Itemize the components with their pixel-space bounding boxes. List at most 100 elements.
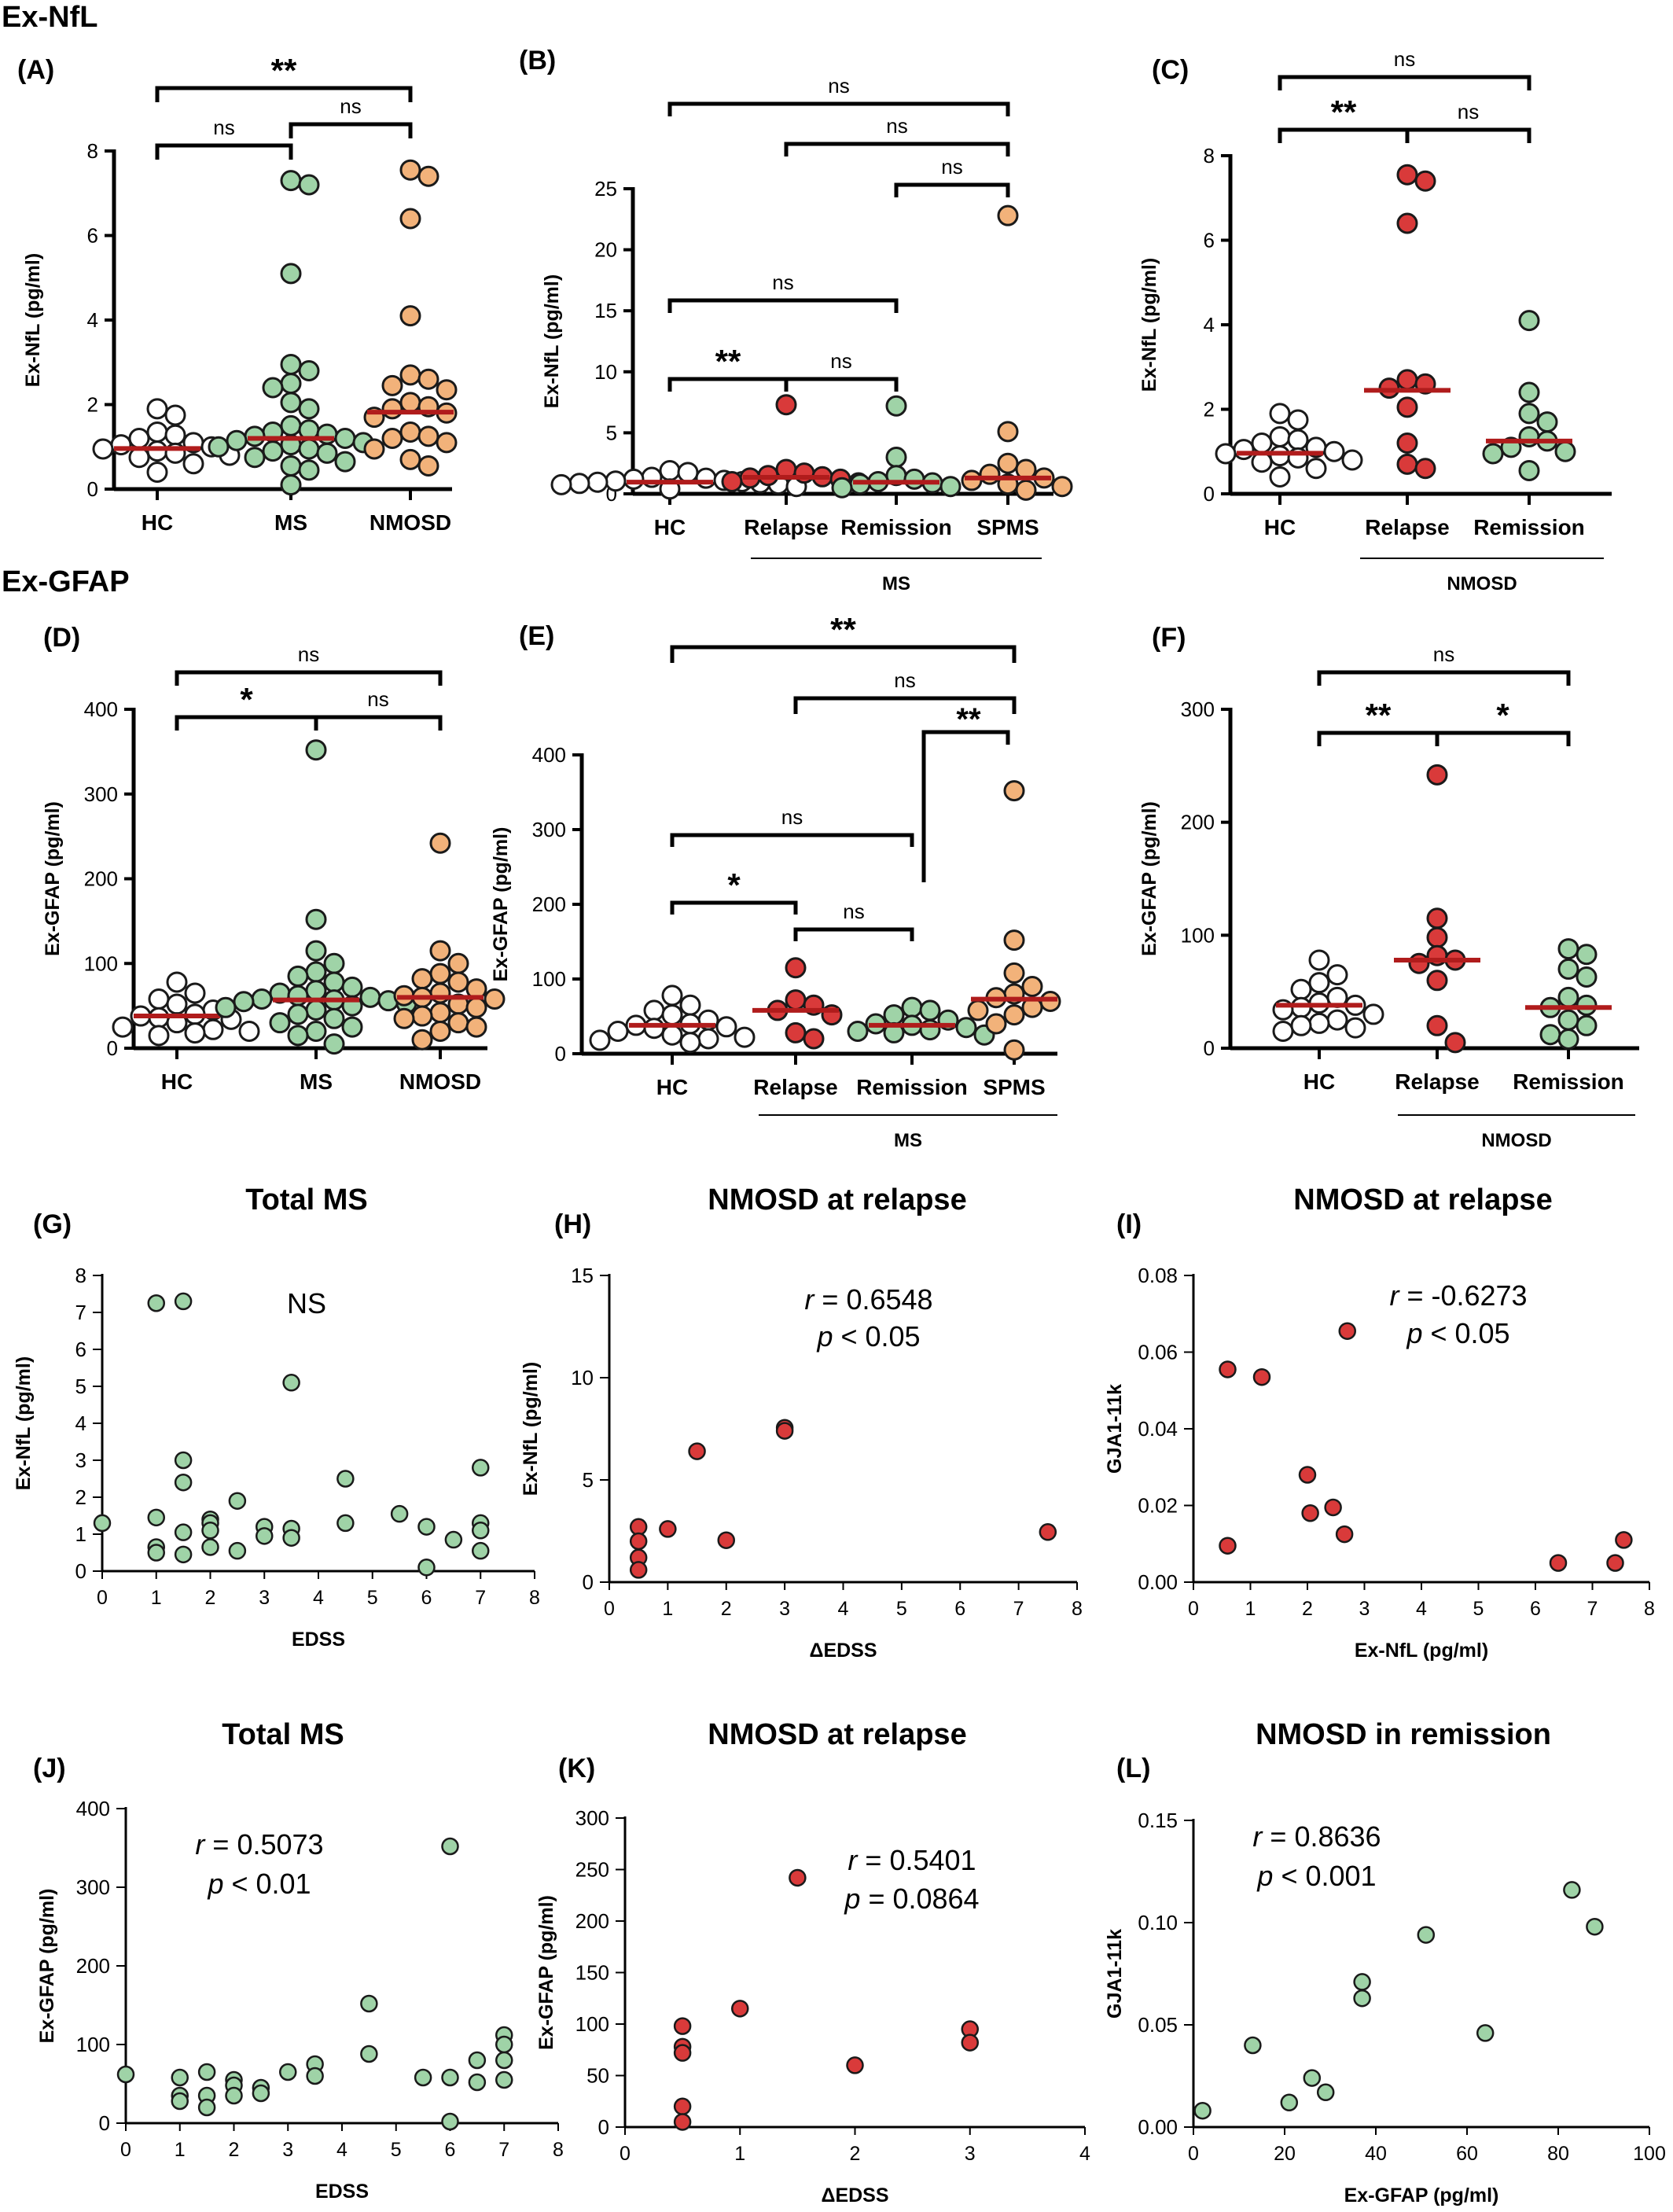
stat-annotation: r = -0.6273 [1389,1279,1527,1312]
data-point [1417,1926,1436,1944]
y-tick-label: 0 [598,2115,609,2139]
data-point [1615,1531,1633,1549]
x-tick-label: HC [142,510,173,535]
x-tick-label: 8 [553,2139,564,2161]
data-point [1549,1554,1568,1572]
data-point [673,2097,692,2116]
y-axis-label: Ex-NfL (pg/ml) [13,1356,35,1490]
panel-k: (K) 0 50 100 150 200 250 300 Ex-GFAP (pg/ml) 0 1 2 3… [535,1718,1090,2206]
data-point [1396,396,1418,418]
data-point [1396,212,1418,234]
data-point [436,432,458,454]
data-point [280,474,302,496]
x-tick-label: 0 [120,2139,131,2161]
data-point [1408,952,1430,974]
data-point [441,1837,459,1856]
data-point [323,952,345,974]
data-point [605,470,627,492]
data-point [417,165,439,187]
stat-annotation: p = 0.0864 [844,1883,979,1915]
y-axis-label: Ex-GFAP (pg/ml) [42,801,64,956]
data-point [226,429,248,451]
data-point [967,999,989,1021]
y-tick-label: 0 [75,1559,86,1583]
x-tick-label: Remission [840,515,952,539]
data-point [1476,2024,1495,2042]
data-point [673,2017,692,2035]
stat-annotation: r = 0.5401 [848,1844,976,1876]
data-point [1269,403,1291,425]
x-tick-label: 5 [391,2139,402,2161]
data-point [399,448,421,470]
data-point [244,447,266,469]
data-point [677,462,699,484]
data-point [1518,425,1540,447]
data-point [1251,432,1273,454]
data-point [1193,2101,1212,2120]
data-point [399,159,421,181]
data-point [341,1016,363,1038]
data-point [629,1561,648,1579]
y-tick-label: 0.06 [1138,1341,1178,1364]
y-tick-label: 0 [87,477,98,501]
data-point [441,2068,459,2087]
data-point [316,423,338,445]
stat-annotation: p < 0.01 [207,1868,311,1900]
x-tick-label: SPMS [983,1075,1045,1099]
data-point [1039,1523,1057,1541]
data-point [238,1020,260,1042]
data-point [341,976,363,998]
data-point [1518,381,1540,403]
data-point [629,1532,648,1551]
significance-label: ns [1394,47,1415,71]
data-point [280,455,302,477]
data-point [472,1541,490,1560]
data-point [1536,411,1558,433]
y-tick-label: 400 [532,743,566,767]
data-point [785,989,807,1011]
significance-bracket [667,298,899,313]
significance-label: ns [367,687,388,711]
panel-label: (B) [519,46,556,75]
data-point [417,1559,436,1577]
data-point [1414,458,1436,480]
significance-label: ns [1433,642,1454,666]
x-tick-label: 7 [1587,1598,1598,1620]
significance-label: ns [772,271,793,294]
y-axis-label: Ex-GFAP (pg/ml) [490,827,512,982]
data-point [399,392,421,414]
data-point [360,1994,378,2013]
panel-label: (A) [17,55,54,85]
data-point [171,2068,189,2087]
data-point [305,940,327,962]
data-point [201,1522,219,1540]
data-point [147,1508,165,1527]
x-tick-label: 80 [1547,2143,1569,2165]
data-point [1426,970,1448,992]
data-point [363,438,385,460]
x-axis-label: EDSS [292,1629,345,1651]
significance-label: ns [1458,100,1479,123]
data-point [1003,962,1025,984]
x-axis-label: ΔEDSS [821,2184,888,2206]
significance-bracket [1405,127,1531,143]
data-point [251,988,273,1010]
data-point [734,1026,756,1048]
x-tick-label: 3 [965,2143,976,2165]
panel-label: (I) [1116,1209,1142,1239]
x-tick-label: 6 [954,1598,965,1620]
data-point [287,965,309,987]
data-point [1290,978,1312,1000]
data-point [1316,2083,1335,2102]
y-tick-label: 50 [586,2064,609,2088]
data-point [661,985,683,1007]
data-point [399,421,421,443]
data-point [287,985,309,1007]
data-point [1396,164,1418,186]
y-tick-label: 0.04 [1138,1417,1178,1441]
panel-label: (D) [43,623,80,653]
data-point [1280,2093,1299,2112]
data-point [417,1518,436,1536]
y-tick-label: 200 [1181,811,1215,834]
y-tick-label: 0.10 [1138,1911,1178,1934]
